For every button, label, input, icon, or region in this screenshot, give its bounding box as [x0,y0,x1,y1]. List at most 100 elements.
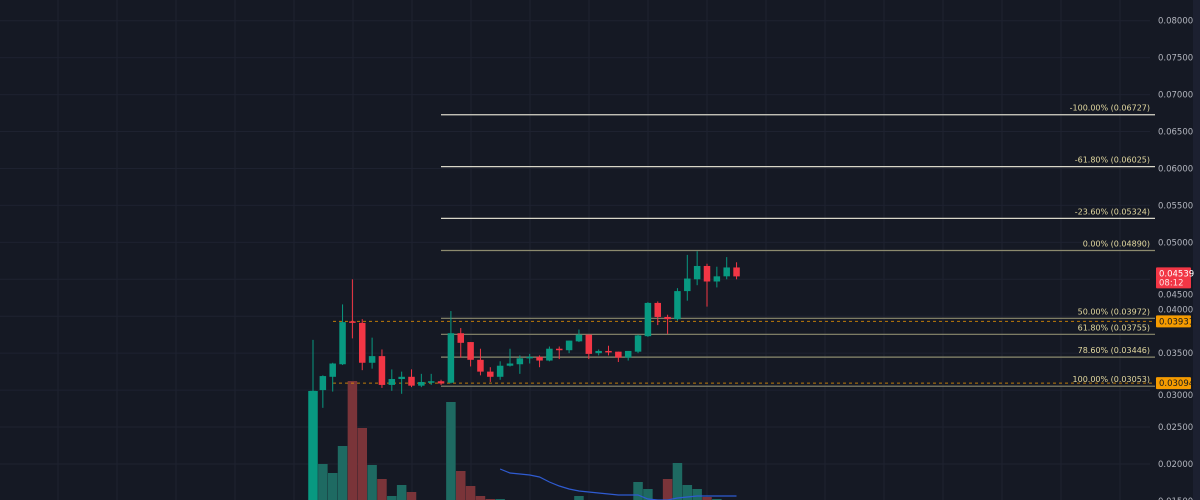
volume-moving-average-line [499,468,737,500]
volume-bar [633,482,643,500]
price-tick-label: 0.08000 [1158,17,1193,27]
volume-bar [702,497,712,500]
candle-body [467,342,474,360]
price-tick-label: 0.05500 [1158,201,1193,211]
candle-body [674,291,681,320]
candle-body [329,363,336,377]
price-tick-label: 0.04500 [1158,290,1193,300]
candle-body [565,340,573,351]
candle-body [713,276,721,282]
candle-body [615,351,622,358]
candle-body [575,334,583,342]
volume-bar [357,428,367,500]
candle-body [703,265,711,282]
fib-level-label: -61.80% (0.06025) [1075,156,1150,165]
fib-level-label: 0.00% (0.04890) [1083,239,1150,248]
candles [309,251,740,408]
candle-body [349,321,356,323]
volume-bar [337,446,348,500]
fibonacci-retracement[interactable]: -100.00% (0.06727) -61.80% (0.06025) -23.6… [441,104,1155,387]
candle-body [556,348,563,351]
volume-bar [347,381,358,500]
volume-bar [682,485,693,500]
candle-body [408,376,415,386]
fib-level-label: -23.60% (0.05324) [1075,207,1150,216]
fib-level-label: -100.00% (0.06727) [1070,104,1150,113]
candle-body [447,333,455,383]
volume-bar [692,489,702,500]
volume-bar [367,465,377,500]
price-lines [333,320,1155,384]
price-tick-label: 0.02500 [1158,423,1193,433]
candle-body [536,356,543,361]
price-tick-label: 0.06000 [1158,164,1193,174]
candle-body [723,267,730,277]
price-tick-label: 0.03500 [1158,349,1193,359]
candle-body [487,371,494,377]
candle-body [693,265,701,280]
candle-body [398,376,405,380]
candle-body [664,316,671,320]
candle-body [388,379,396,385]
volume-bar [672,463,683,500]
candle-body [368,356,376,363]
price-tick-label: 0.05000 [1158,238,1193,248]
candle-body [477,359,484,372]
volume-pane [308,381,722,500]
price-tick-label: 0.04000 [1158,305,1193,315]
volume-bar [327,473,338,500]
candle-body [378,356,386,385]
candle-body [733,267,740,277]
volume-bar [446,402,456,500]
candle-body [418,381,425,386]
last-price-tag [1156,267,1191,289]
volume-bar [662,479,673,500]
fib-level-label: 50.00% (0.03972) [1078,307,1150,316]
price-tick-label: 0.07000 [1158,91,1193,101]
volume-bar [456,471,466,500]
volume-bar [387,496,397,500]
price-line-tag-label: 0.03931 [1159,317,1194,327]
candle-body [359,322,366,363]
candle-body [309,390,317,398]
price-tick-label: 0.01500 [1158,497,1193,500]
candle-body [516,358,524,365]
volume-bar [318,464,328,500]
candle-body [339,322,346,365]
candle-body [457,333,464,343]
candle-body [319,376,327,391]
volume-bar [475,496,486,500]
candle-body [526,356,533,359]
candle-body [427,381,435,383]
price-tick-label: 0.07500 [1158,54,1193,64]
fib-level-label: 100.00% (0.03053) [1073,375,1150,384]
price-tick-label: 0.02000 [1158,460,1193,470]
candle-body [546,348,553,361]
candle-body [654,302,661,317]
candle-body [585,334,593,354]
candle-body [595,350,602,354]
candle-body [634,335,642,352]
volume-bar [465,486,476,500]
volume-bar [643,489,653,500]
price-axis[interactable]: 0.08000 0.07500 0.07000 0.06500 0.06000 0.055… [1158,17,1193,500]
price-axis-border [1193,0,1200,500]
volume-bar [406,492,417,500]
candle-body [437,381,445,384]
price-tick-label: 0.03000 [1158,391,1193,401]
price-line-tag [1156,315,1191,328]
volume-bar [396,485,407,500]
volume-bar [377,479,387,500]
volume-bar [574,496,584,500]
last-price-label: 0.04539 [1159,269,1194,279]
candle-body [605,350,612,353]
fib-level-label: 78.60% (0.03446) [1078,346,1150,355]
candle-countdown-label: 08:12 [1159,278,1184,288]
candle-body [644,302,652,337]
price-line-tag [1156,377,1191,390]
candle-body [684,278,691,292]
fib-level-label: 61.80% (0.03755) [1078,323,1150,332]
price-line-tag-label: 0.03094 [1159,379,1194,389]
